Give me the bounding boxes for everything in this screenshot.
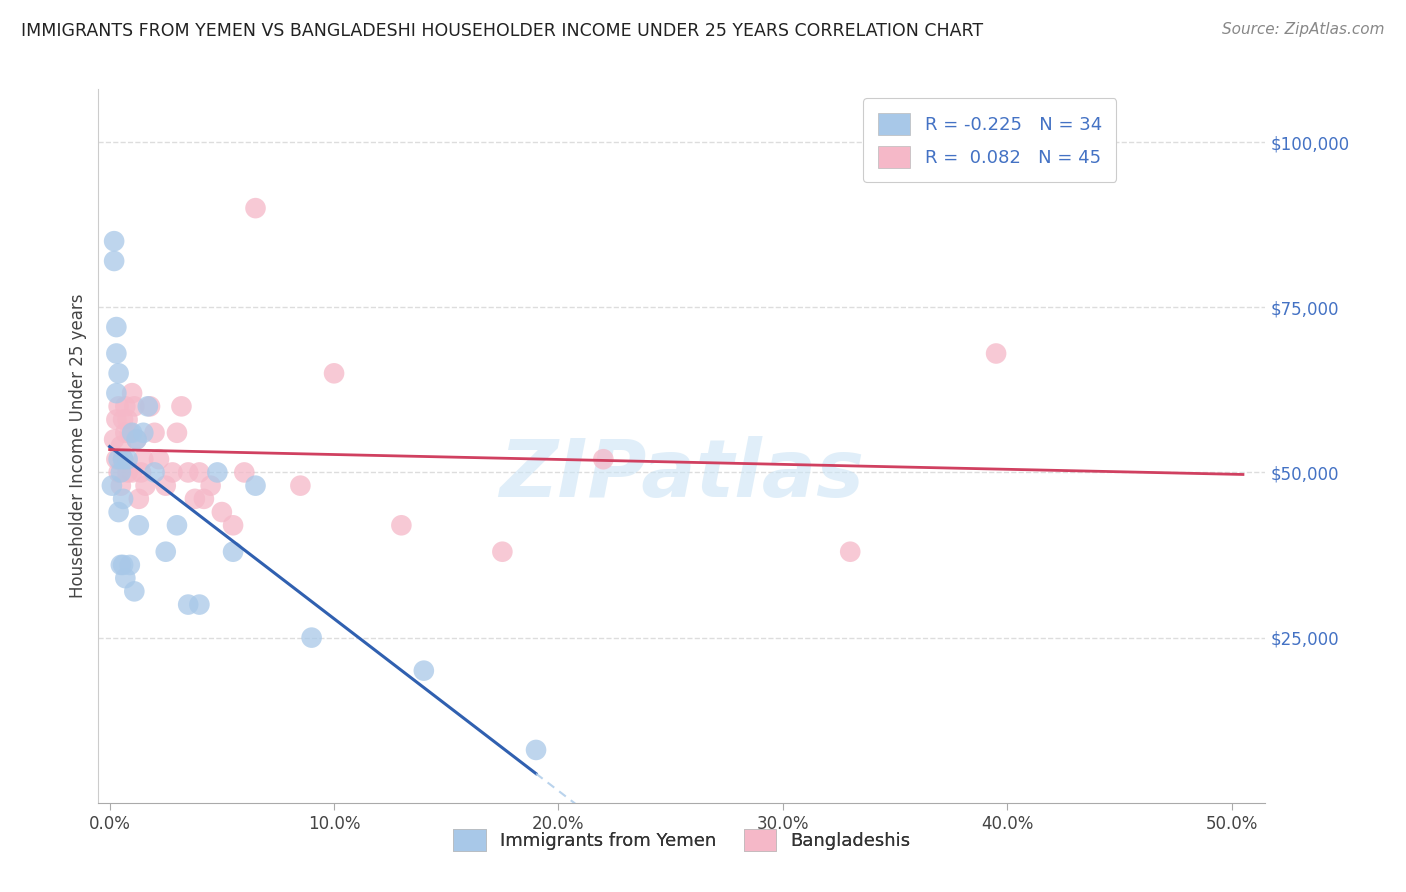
Point — [110, 466, 132, 480]
Point — [114, 400, 136, 414]
Point — [114, 571, 136, 585]
Point — [207, 466, 229, 480]
Point — [839, 545, 862, 559]
Y-axis label: Householder Income Under 25 years: Householder Income Under 25 years — [69, 293, 87, 599]
Point — [118, 558, 141, 572]
Point — [524, 743, 547, 757]
Point — [105, 320, 128, 334]
Point — [177, 598, 200, 612]
Point — [107, 466, 129, 480]
Point — [121, 386, 143, 401]
Point — [143, 466, 166, 480]
Point — [124, 400, 146, 414]
Point — [118, 425, 141, 440]
Point — [245, 201, 267, 215]
Point — [103, 433, 125, 447]
Point — [121, 425, 143, 440]
Point — [110, 439, 132, 453]
Point — [125, 433, 148, 447]
Point — [132, 452, 155, 467]
Point — [128, 491, 150, 506]
Point — [117, 452, 139, 467]
Point — [105, 386, 128, 401]
Point — [170, 400, 193, 414]
Point — [105, 452, 128, 467]
Point — [162, 466, 184, 480]
Legend: Immigrants from Yemen, Bangladeshis: Immigrants from Yemen, Bangladeshis — [439, 814, 925, 865]
Point — [211, 505, 233, 519]
Point — [148, 452, 170, 467]
Point — [139, 400, 162, 414]
Point — [105, 346, 128, 360]
Point — [222, 518, 245, 533]
Point — [125, 433, 148, 447]
Point — [112, 558, 135, 572]
Point — [323, 367, 346, 381]
Point — [245, 478, 267, 492]
Point — [117, 412, 139, 426]
Point — [200, 478, 222, 492]
Point — [184, 491, 207, 506]
Point — [132, 425, 155, 440]
Point — [135, 478, 157, 492]
Point — [103, 254, 125, 268]
Point — [155, 478, 177, 492]
Point — [107, 452, 129, 467]
Point — [166, 518, 188, 533]
Point — [222, 545, 245, 559]
Point — [193, 491, 215, 506]
Point — [112, 412, 135, 426]
Point — [290, 478, 312, 492]
Text: ZIPatlas: ZIPatlas — [499, 435, 865, 514]
Point — [124, 584, 146, 599]
Point — [412, 664, 434, 678]
Point — [107, 400, 129, 414]
Point — [155, 545, 177, 559]
Point — [105, 412, 128, 426]
Point — [110, 558, 132, 572]
Point — [101, 478, 124, 492]
Point — [129, 466, 152, 480]
Point — [491, 545, 513, 559]
Point — [114, 425, 136, 440]
Point — [592, 452, 614, 467]
Text: IMMIGRANTS FROM YEMEN VS BANGLADESHI HOUSEHOLDER INCOME UNDER 25 YEARS CORRELATI: IMMIGRANTS FROM YEMEN VS BANGLADESHI HOU… — [21, 22, 983, 40]
Point — [128, 518, 150, 533]
Point — [188, 598, 211, 612]
Point — [107, 505, 129, 519]
Point — [166, 425, 188, 440]
Point — [110, 478, 132, 492]
Point — [301, 631, 323, 645]
Point — [103, 234, 125, 248]
Point — [107, 367, 129, 381]
Point — [117, 466, 139, 480]
Point — [389, 518, 412, 533]
Point — [136, 400, 159, 414]
Text: Source: ZipAtlas.com: Source: ZipAtlas.com — [1222, 22, 1385, 37]
Point — [112, 491, 135, 506]
Point — [177, 466, 200, 480]
Point — [112, 452, 135, 467]
Point — [143, 425, 166, 440]
Point — [233, 466, 256, 480]
Point — [112, 452, 135, 467]
Point — [121, 466, 143, 480]
Point — [984, 346, 1007, 360]
Point — [188, 466, 211, 480]
